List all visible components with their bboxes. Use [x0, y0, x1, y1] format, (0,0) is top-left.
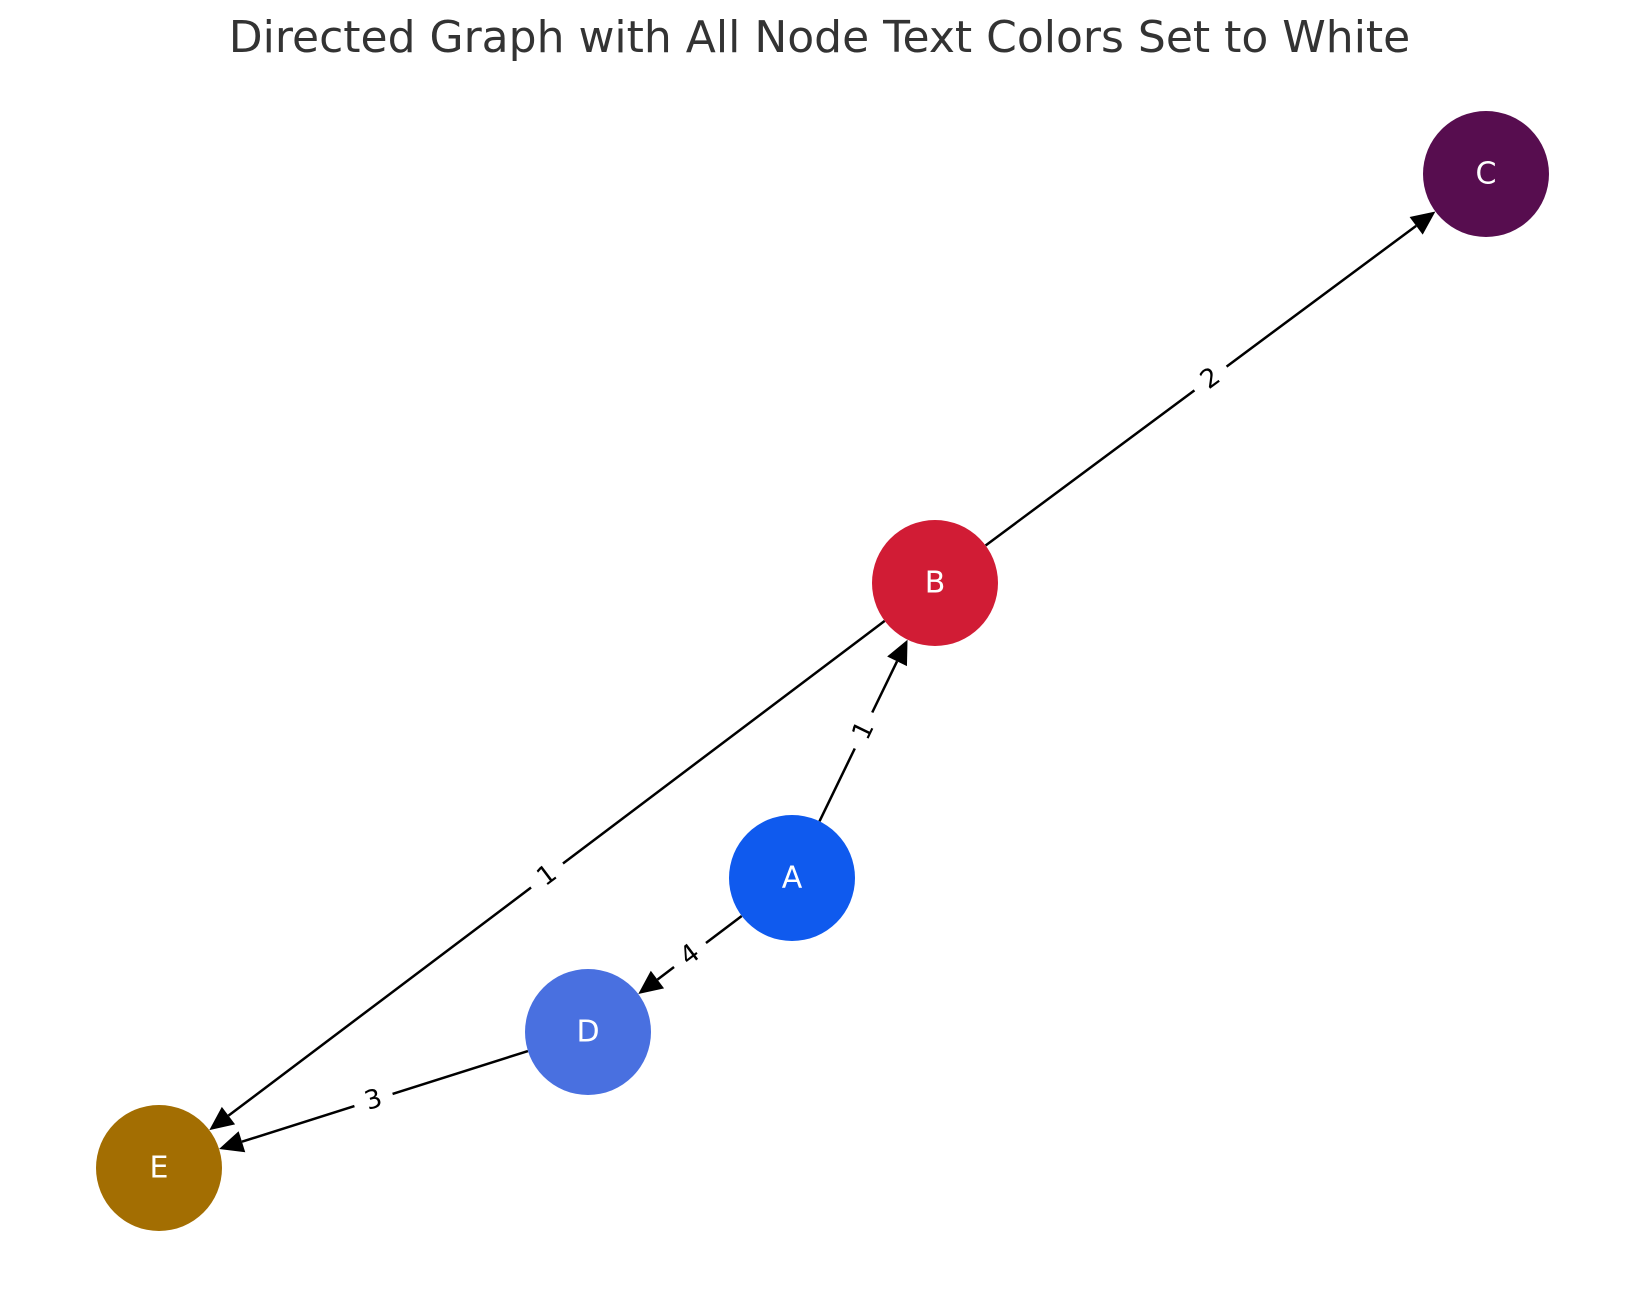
arrowhead — [887, 639, 908, 667]
edge-weight-label: 1 — [531, 859, 562, 893]
edge-weight-label: 4 — [674, 938, 705, 972]
edges-layer: 1 4 2 1 3 — [209, 211, 1436, 1153]
node-circle — [729, 815, 855, 941]
node-label: C — [1476, 157, 1497, 192]
node-label: B — [925, 566, 946, 601]
graph-title: Directed Graph with All Node Text Colors… — [228, 12, 1411, 63]
node-A: A — [729, 815, 855, 941]
edge-line — [656, 966, 675, 981]
node-B: B — [872, 520, 998, 646]
edge-weight-label: 3 — [361, 1083, 386, 1117]
edge-A-D: 4 — [638, 914, 743, 995]
node-label: D — [576, 1015, 599, 1050]
node-circle — [1423, 111, 1549, 237]
edge-A-B: 1 — [818, 639, 908, 822]
node-label: A — [782, 861, 803, 896]
arrowhead — [219, 1131, 246, 1153]
edge-weight-label: 1 — [846, 717, 880, 745]
node-circle — [96, 1105, 222, 1231]
nodes-layer: A B C D E — [96, 111, 1549, 1231]
arrowhead — [638, 970, 665, 995]
edge-line — [871, 660, 899, 714]
node-E: E — [96, 1105, 222, 1231]
node-circle — [525, 969, 651, 1095]
edge-line — [705, 914, 743, 944]
node-label: E — [150, 1151, 169, 1186]
arrowhead — [1409, 211, 1436, 235]
edge-line — [241, 1104, 355, 1143]
edge-line — [1225, 224, 1417, 368]
edge-line — [392, 1049, 529, 1096]
arrowhead — [209, 1106, 236, 1131]
node-circle — [872, 520, 998, 646]
edge-weight-label: 2 — [1195, 362, 1226, 396]
node-D: D — [525, 969, 651, 1095]
node-C: C — [1423, 111, 1549, 237]
edge-D-E: 3 — [219, 1049, 529, 1153]
edge-line — [562, 619, 886, 865]
edge-line — [818, 747, 856, 822]
edge-B-C: 2 — [984, 211, 1436, 547]
edge-line — [984, 389, 1196, 547]
edge-line — [227, 886, 532, 1117]
